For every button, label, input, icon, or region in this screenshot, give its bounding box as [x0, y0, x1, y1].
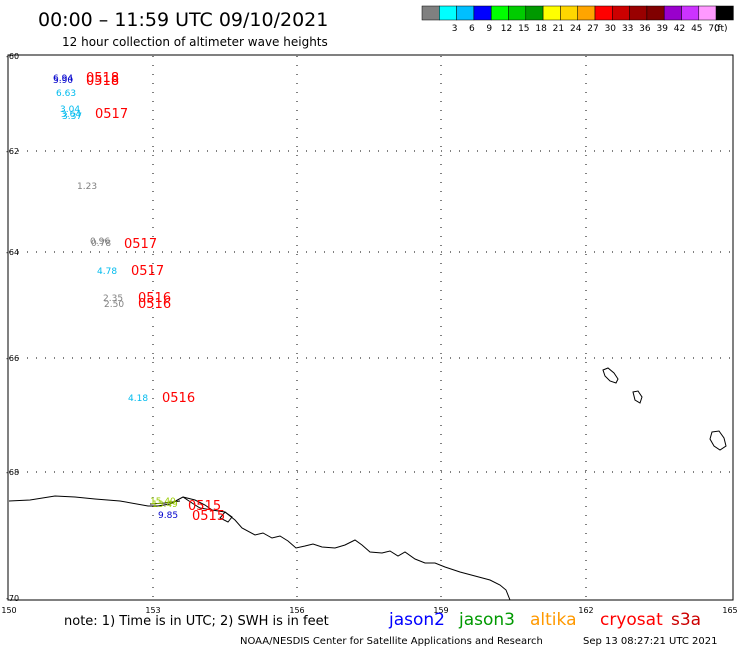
legend-swatch [698, 5, 717, 21]
coast-peninsula [219, 511, 233, 523]
swh-value: 1.23 [77, 182, 97, 192]
time-label: 0518 [86, 71, 119, 86]
swh-value: 6.63 [56, 89, 76, 99]
lat-label: -68 [6, 468, 19, 477]
legend-label: 12 [501, 24, 512, 34]
swh-value: 6.94 [53, 74, 73, 84]
time-label: 0516 [162, 391, 195, 406]
swh-value: 3.64 [61, 110, 81, 120]
map-frame [7, 54, 734, 601]
lat-label: -62 [6, 147, 19, 156]
legend-swatch [525, 5, 544, 21]
legend-label: 45 [691, 24, 702, 34]
lat-lon-grid [9, 56, 733, 600]
legend-swatch [508, 5, 527, 21]
swh-value: 9.85 [158, 511, 178, 521]
island-2 [632, 390, 643, 404]
swh-value: 0.78 [91, 239, 111, 249]
satellite-s3a: s3a [671, 610, 701, 630]
legend-swatch [560, 5, 578, 21]
swh-value: 4.78 [97, 267, 117, 277]
legend-swatch [473, 5, 492, 21]
coast-inlet [149, 496, 213, 511]
legend-label: 42 [674, 24, 685, 34]
legend-swatch [646, 5, 665, 21]
legend-label: 6 [469, 24, 475, 34]
lon-label: 150 [1, 606, 16, 615]
time-label: 0518 [86, 74, 119, 89]
footer-credit: NOAA/NESDIS Center for Satellite Applica… [240, 636, 543, 647]
legend-swatch [490, 5, 509, 21]
legend-swatch [594, 5, 613, 21]
antarctic-coastline [8, 495, 511, 601]
time-label: 0516 [138, 291, 171, 306]
swh-value: 5.90 [53, 76, 73, 86]
swh-value: 13.49 [152, 500, 178, 510]
legend-label: 9 [486, 24, 492, 34]
swh-value: 3.04 [60, 105, 80, 115]
legend-swatch [542, 5, 561, 21]
legend-swatch [629, 5, 648, 21]
legend-label: 18 [535, 24, 547, 34]
footer-note: note: 1) Time is in UTC; 2) SWH is in fe… [64, 614, 329, 629]
lat-label: -60 [6, 52, 19, 61]
legend-label: 15 [518, 24, 529, 34]
lon-label: 156 [289, 606, 304, 615]
time-label: 0515 [188, 499, 221, 514]
legend-label: 39 [656, 24, 668, 34]
swh-value: 2.50 [104, 300, 124, 310]
satellite-cryosat: cryosat [600, 610, 663, 630]
legend-label: 70 [708, 24, 720, 34]
color-legend: 3 6 9 12 15 18 21 24 27 30 33 36 39 42 45 70 [421, 5, 734, 34]
legend-swatch [421, 5, 440, 21]
legend-unit: (ft) [714, 24, 728, 34]
lon-label: 162 [578, 606, 593, 615]
footer-timestamp: Sep 13 08:27:21 UTC 2021 [583, 636, 717, 647]
lon-label: 159 [433, 606, 448, 615]
legend-swatch [577, 5, 596, 21]
lat-label: -66 [6, 354, 19, 363]
legend-label: 36 [639, 24, 651, 34]
satellite-jason3: jason3 [458, 610, 515, 630]
swh-value: 4.18 [128, 394, 148, 404]
legend-swatch [439, 5, 457, 21]
legend-label: 24 [570, 24, 582, 34]
legend-swatch [456, 5, 475, 21]
island-1 [602, 367, 619, 384]
time-label: 0516 [138, 297, 171, 312]
swh-value: 3.37 [62, 112, 82, 122]
legend-label: 27 [587, 24, 598, 34]
time-label: 0517 [124, 237, 157, 252]
lon-label: 153 [145, 606, 160, 615]
legend-swatch [612, 5, 630, 21]
satellite-jason2: jason2 [388, 610, 445, 630]
swh-value: 2.35 [103, 294, 123, 304]
lon-label: 165 [722, 606, 737, 615]
lat-label: -70 [6, 594, 19, 603]
legend-label: 33 [622, 24, 633, 34]
map-subtitle: 12 hour collection of altimeter wave hei… [62, 35, 328, 49]
swh-value: 15.40 [150, 497, 176, 507]
time-label: 0517 [95, 107, 128, 122]
swh-value: 0.96 [90, 237, 110, 247]
legend-label: 3 [452, 24, 458, 34]
island-3 [709, 430, 727, 451]
legend-label: 21 [553, 24, 564, 34]
satellite-altika: altika [530, 610, 577, 630]
legend-swatch [681, 5, 700, 21]
map-title: 00:00 – 11:59 UTC 09/10/2021 [38, 9, 328, 31]
legend-swatch [663, 5, 682, 21]
legend-label: 30 [605, 24, 617, 34]
time-label: 0515 [192, 509, 225, 524]
legend-swatch [715, 5, 734, 21]
time-label: 0517 [131, 264, 164, 279]
lat-label: -64 [6, 248, 19, 257]
